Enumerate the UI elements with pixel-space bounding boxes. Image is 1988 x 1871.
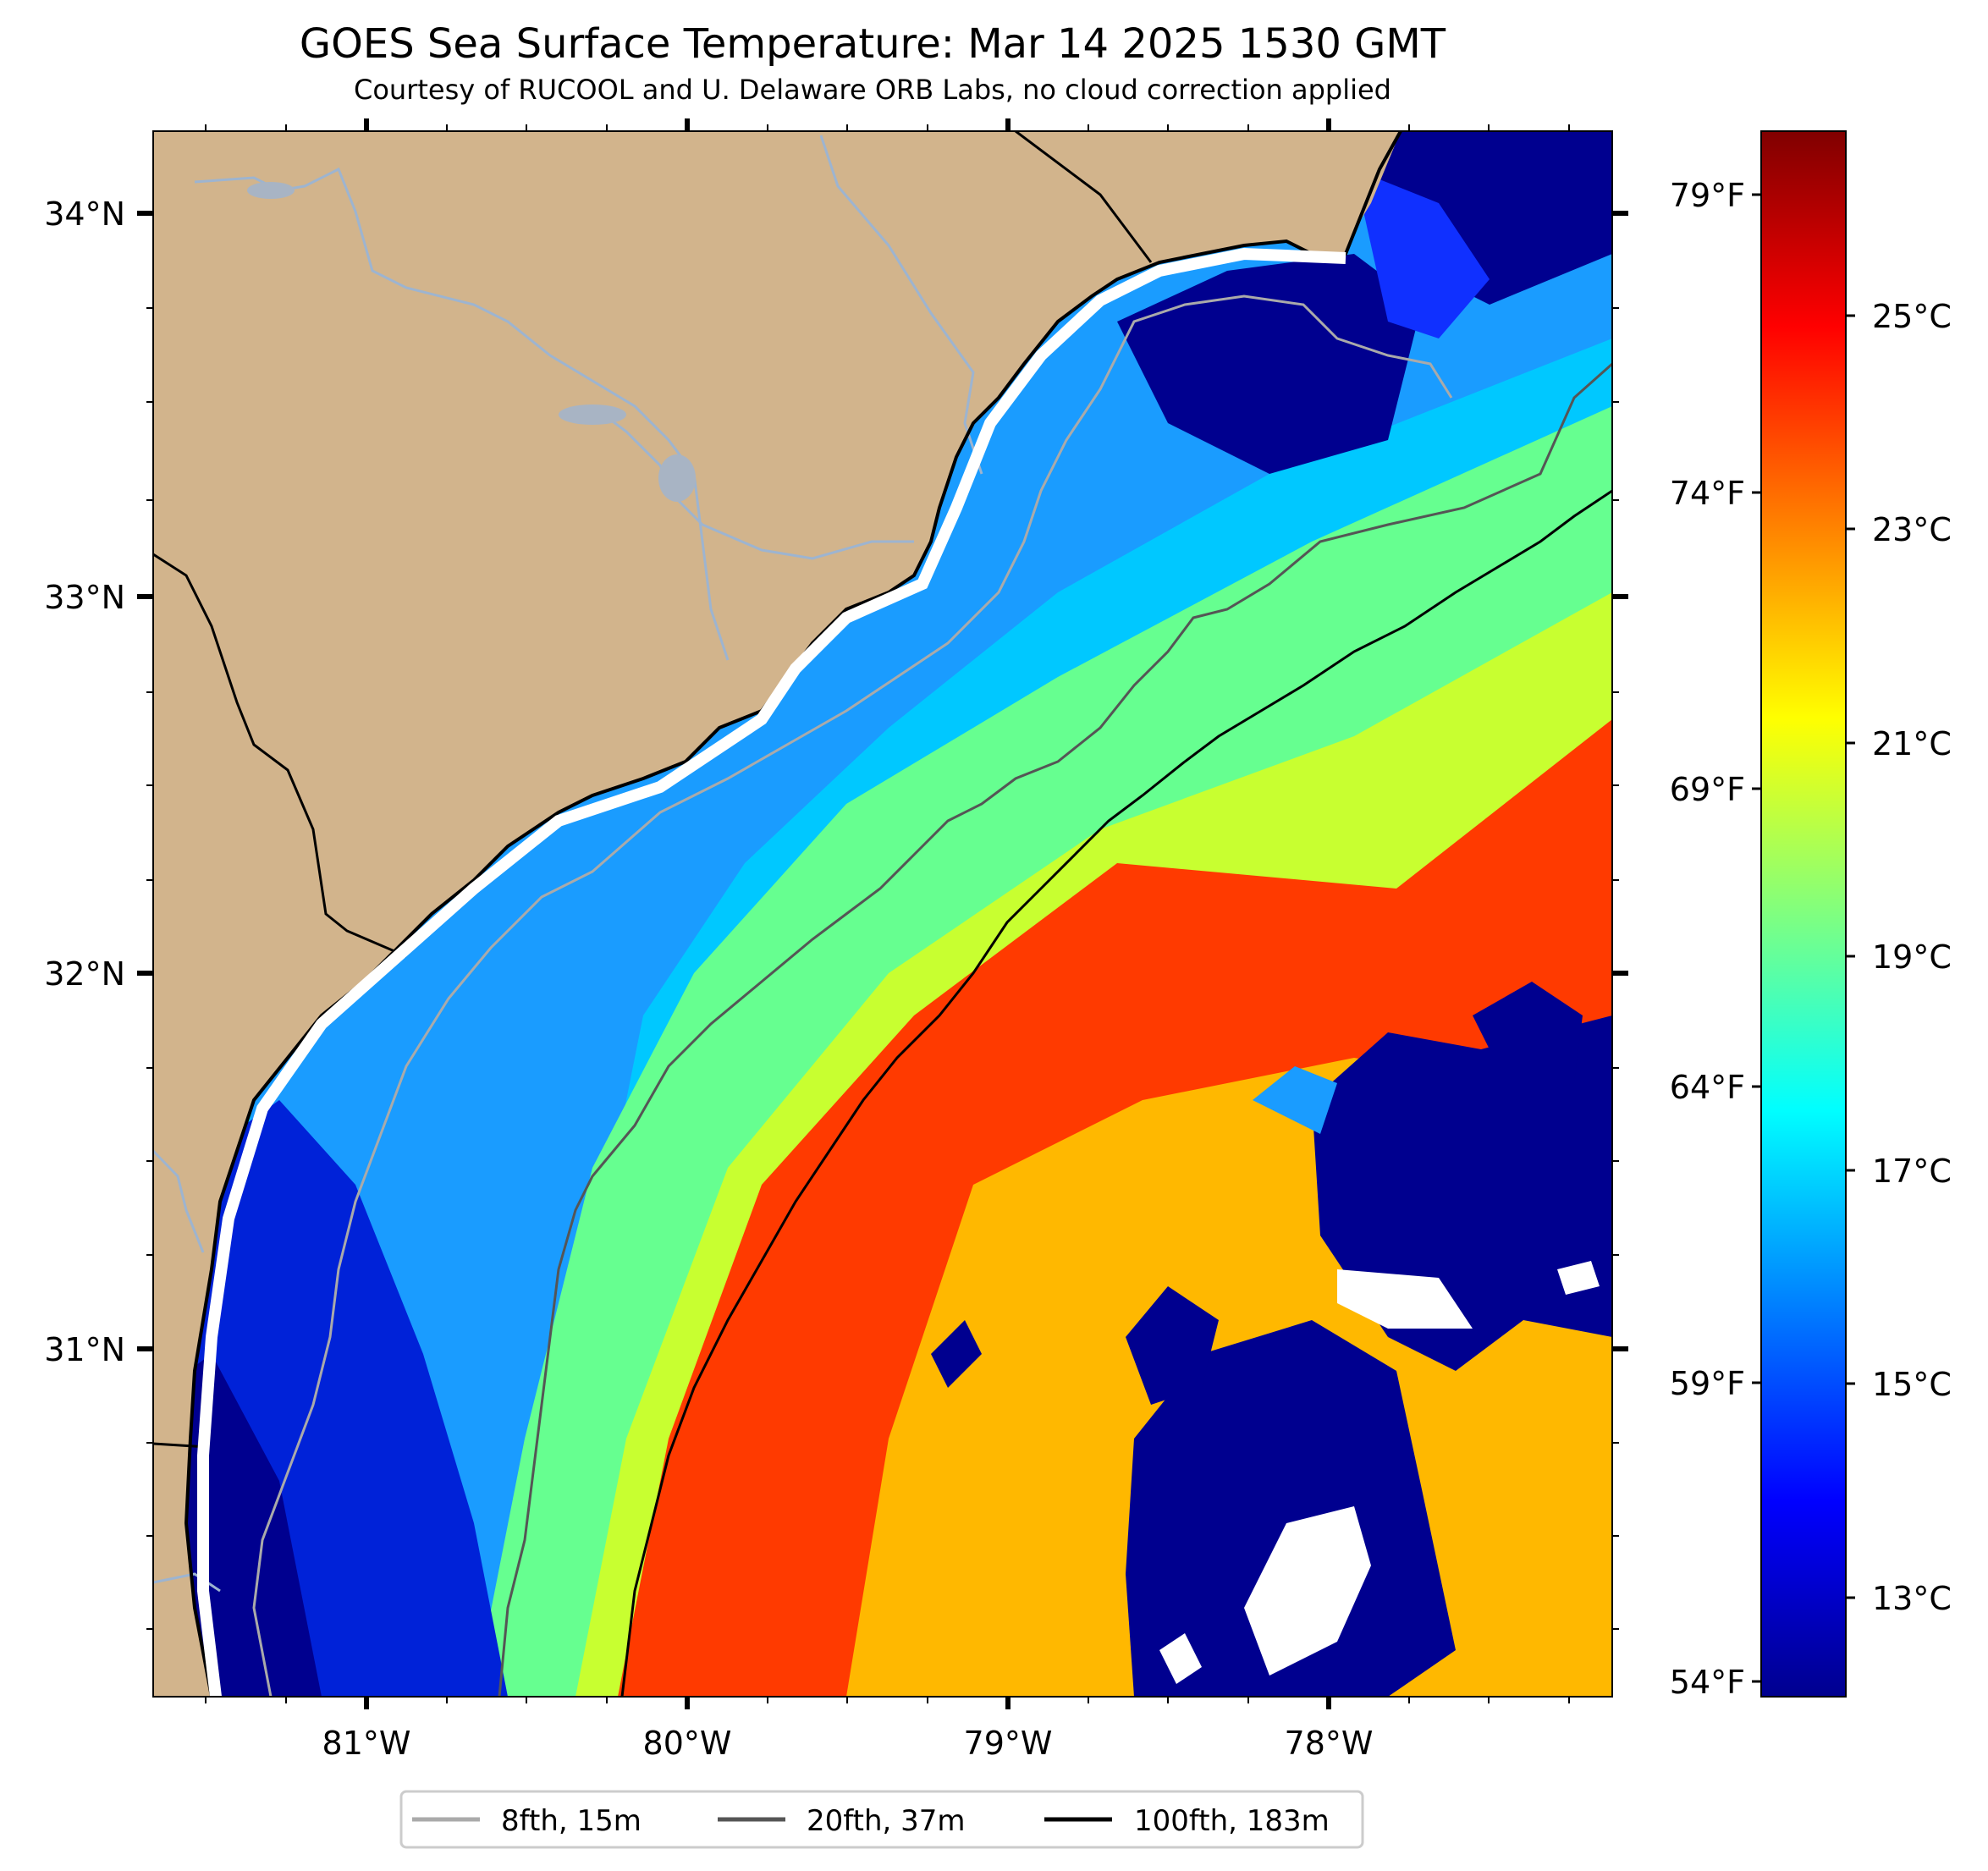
longitude-labels: 81°W 80°W 79°W 78°W	[322, 1725, 1374, 1762]
colorbar-celsius-labels: 25°C 23°C 21°C 19°C 17°C 15°C 13°C	[1872, 298, 1952, 1617]
figure-subtitle: Courtesy of RUCOOL and U. Delaware ORB L…	[354, 74, 1391, 106]
colorbar-fahrenheit-labels: 79°F 74°F 69°F 64°F 59°F 54°F	[1670, 177, 1745, 1701]
nearshore-nodata	[197, 247, 1346, 1697]
sst-field	[153, 131, 1612, 1697]
state-border-north	[1015, 131, 1153, 263]
missing-data-patches	[1159, 1261, 1600, 1684]
lat-label: 32°N	[44, 955, 125, 993]
fahrenheit-label: 69°F	[1670, 771, 1745, 808]
colorbar	[1760, 130, 1847, 1698]
lon-label: 79°W	[964, 1725, 1053, 1762]
fahrenheit-label: 79°F	[1670, 177, 1745, 214]
fahrenheit-label: 59°F	[1670, 1365, 1745, 1402]
legend-label: 8fth, 15m	[501, 1804, 642, 1838]
lat-label: 31°N	[44, 1331, 125, 1368]
colorbar-celsius-ticks	[1846, 314, 1855, 1599]
contour-20fth	[498, 362, 1612, 1697]
legend-box	[399, 1790, 1364, 1849]
fahrenheit-label: 54°F	[1670, 1664, 1745, 1701]
rivers	[153, 135, 983, 1593]
fahrenheit-label: 64°F	[1670, 1069, 1745, 1106]
lon-label: 78°W	[1285, 1725, 1374, 1762]
map-frame	[152, 130, 1613, 1698]
celsius-label: 13°C	[1872, 1580, 1952, 1617]
map-major-ticks	[137, 118, 1628, 1709]
contour-8fth	[252, 294, 1453, 1697]
map-panel	[153, 131, 1612, 1697]
legend-label: 20fth, 37m	[807, 1804, 966, 1838]
fahrenheit-label: 74°F	[1670, 475, 1745, 512]
latitude-labels: 34°N 33°N 32°N 31°N	[44, 195, 125, 1368]
lat-label: 34°N	[44, 195, 125, 233]
contour-100fth	[620, 489, 1612, 1697]
figure-title: GOES Sea Surface Temperature: Mar 14 202…	[299, 20, 1446, 68]
map-minor-ticks	[146, 124, 1619, 1703]
lat-label: 33°N	[44, 579, 125, 616]
lon-label: 81°W	[322, 1725, 411, 1762]
celsius-label: 21°C	[1872, 725, 1952, 762]
celsius-label: 23°C	[1872, 511, 1952, 548]
lon-label: 80°W	[643, 1725, 732, 1762]
legend: 8fth, 15m 20fth, 37m 100fth, 183m	[399, 1790, 1364, 1849]
colorbar-fahrenheit-ticks	[1752, 193, 1761, 1683]
celsius-label: 19°C	[1872, 938, 1952, 976]
state-border	[153, 553, 407, 958]
celsius-label: 15°C	[1872, 1366, 1952, 1403]
celsius-label: 17°C	[1872, 1153, 1952, 1190]
celsius-label: 25°C	[1872, 298, 1952, 335]
legend-label: 100fth, 183m	[1134, 1804, 1330, 1838]
land	[153, 131, 1401, 1697]
reservoirs	[247, 182, 696, 502]
